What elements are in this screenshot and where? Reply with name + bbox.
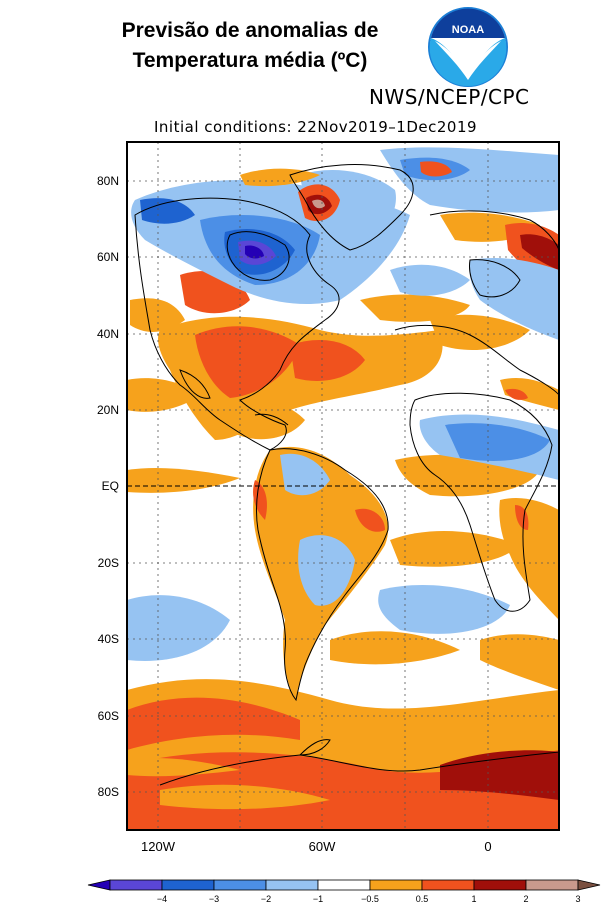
map-title: Previsão de anomalias de Temperatura méd… (95, 16, 405, 76)
colorbar-tick-label: −3 (209, 894, 219, 904)
lat-label-80n: 80N (97, 174, 119, 188)
title-line-2: Temperatura média (ºC) (132, 49, 368, 72)
lat-label-eq: EQ (102, 479, 119, 493)
agency-label: NWS/NCEP/CPC (369, 85, 530, 109)
longitude-axis: 120W 60W 0 (141, 839, 492, 854)
colorbar-swatch (421, 879, 475, 891)
colorbar: −4−3−2−1−0.50.51234 (87, 879, 601, 904)
logo-text: NOAA (452, 24, 484, 36)
lon-label-120w: 120W (141, 839, 176, 854)
colorbar-tick-label: −4 (157, 894, 167, 904)
colorbar-tick-label: −2 (261, 894, 271, 904)
lat-label-20n: 20N (97, 403, 119, 417)
title-line-1: Previsão de anomalias de (121, 19, 379, 42)
colorbar-tick-label: 0.5 (416, 894, 429, 904)
colorbar-swatch (161, 879, 215, 891)
colorbar-arrow-low (87, 879, 111, 891)
colorbar-swatch (369, 879, 423, 891)
colorbar-arrow-high (577, 879, 601, 891)
colorbar-swatch (213, 879, 267, 891)
colorbar-tick-label: 3 (575, 894, 580, 904)
lon-label-60w: 60W (309, 839, 336, 854)
colorbar-swatch (525, 879, 579, 891)
lat-label-60s: 60S (98, 709, 119, 723)
colorbar-swatch (473, 879, 527, 891)
initial-conditions-label: Initial conditions: 22Nov2019–1Dec2019 (154, 118, 478, 136)
latitude-axis: 80N 60N 40N 20N EQ 20S 40S 60S 80S (97, 174, 119, 799)
lat-label-20s: 20S (98, 556, 119, 570)
colorbar-swatch (265, 879, 319, 891)
lon-label-0: 0 (484, 839, 491, 854)
noaa-logo: NOAA (428, 7, 508, 87)
colorbar-swatch (109, 879, 163, 891)
colorbar-swatch (317, 879, 371, 891)
lat-label-40s: 40S (98, 632, 119, 646)
colorbar-tick-label: 1 (471, 894, 476, 904)
coastlines (134, 164, 559, 786)
colorbar-tick-label: −0.5 (361, 894, 379, 904)
lat-label-60n: 60N (97, 250, 119, 264)
colorbar-tick-label: −1 (313, 894, 323, 904)
map-frame (126, 141, 560, 831)
colorbar-tick-label: 2 (523, 894, 528, 904)
lat-label-80s: 80S (98, 785, 119, 799)
lat-label-40n: 40N (97, 327, 119, 341)
